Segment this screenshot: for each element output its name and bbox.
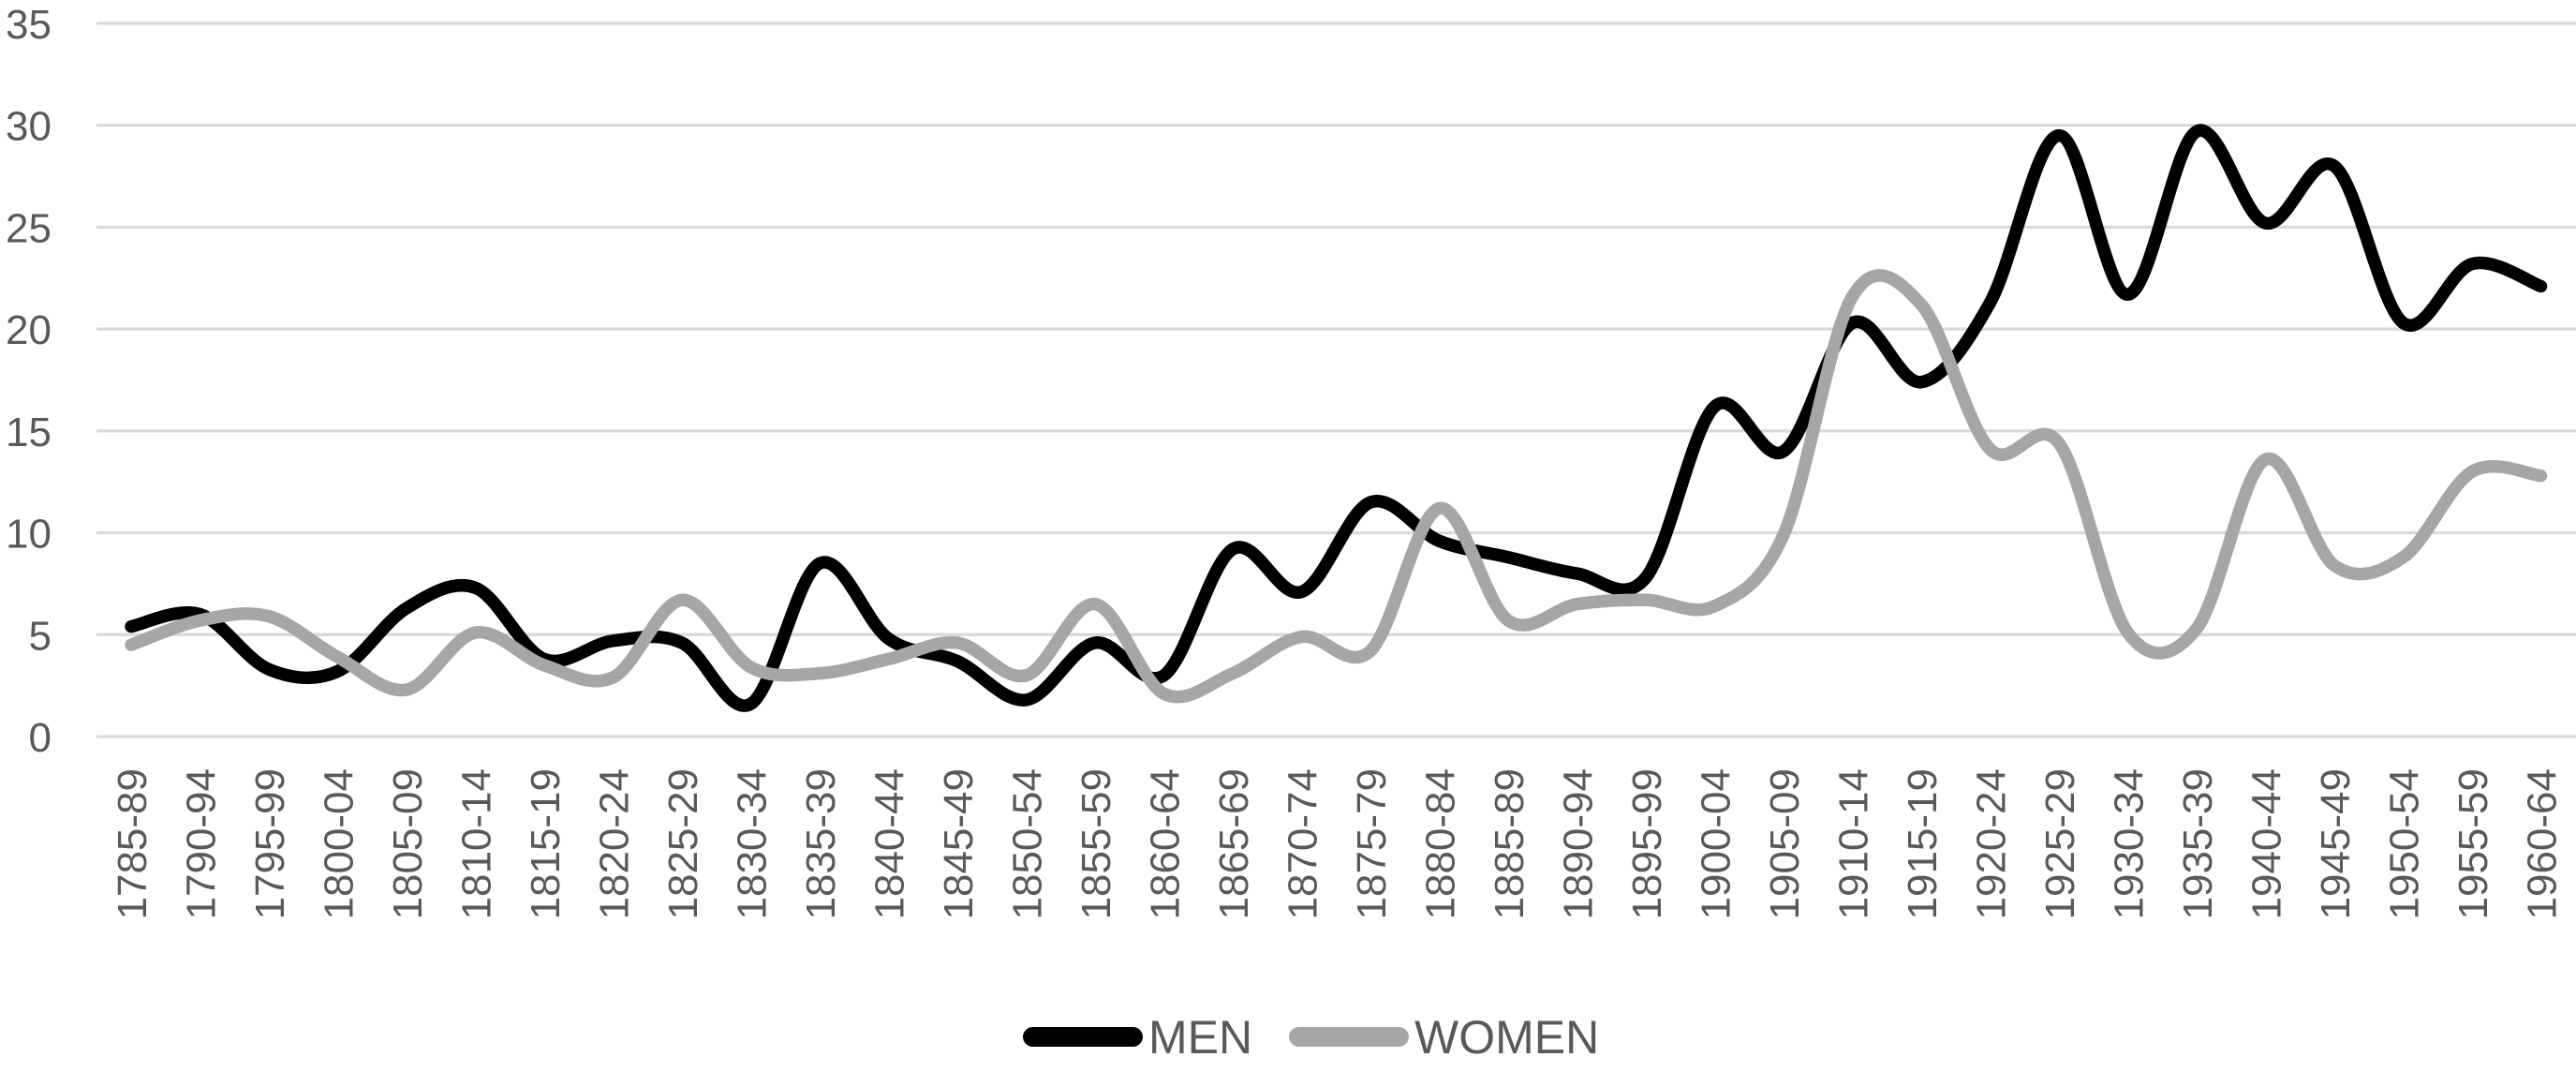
- y-tick-label: 25: [6, 205, 52, 251]
- x-tick-label: 1820-24: [592, 768, 638, 919]
- series-lines: [125, 124, 2548, 712]
- x-axis-tick-labels: 1785-89 1790-94 1795-99 1800-04 1805-09 1810-…: [110, 768, 2566, 919]
- x-tick-label: 1945-49: [2313, 768, 2359, 919]
- x-tick-label: 1950-54: [2382, 768, 2428, 919]
- y-tick-label: 10: [6, 512, 52, 558]
- y-tick-label: 15: [6, 409, 52, 455]
- x-tick-label: 1785-89: [110, 768, 155, 919]
- legend-women-line-swatch: [1289, 1027, 1409, 1047]
- x-tick-label: 1915-19: [1900, 768, 1946, 919]
- y-axis-tick-labels: 0 5 10 15 20 25 30 35: [6, 2, 52, 761]
- x-tick-label: 1790-94: [179, 768, 225, 919]
- x-tick-label: 1805-09: [385, 768, 431, 919]
- x-tick-label: 1855-59: [1073, 768, 1119, 919]
- x-tick-label: 1835-39: [798, 768, 844, 919]
- gridlines: [96, 22, 2576, 738]
- x-tick-label: 1935-39: [2175, 768, 2221, 919]
- y-tick-label: 35: [6, 2, 52, 48]
- y-tick-label: 20: [6, 307, 52, 353]
- x-tick-label: 1960-64: [2520, 768, 2566, 919]
- legend-men-label: MEN: [1148, 1011, 1252, 1064]
- x-tick-label: 1860-64: [1143, 768, 1189, 919]
- x-tick-label: 1905-09: [1762, 768, 1808, 919]
- x-tick-label: 1795-99: [247, 768, 293, 919]
- x-tick-label: 1940-44: [2244, 768, 2290, 919]
- x-tick-label: 1955-59: [2450, 768, 2496, 919]
- x-tick-label: 1920-24: [1969, 768, 2015, 919]
- x-tick-label: 1815-19: [523, 768, 569, 919]
- x-tick-label: 1825-29: [660, 768, 706, 919]
- legend: MEN WOMEN: [1023, 1011, 1599, 1064]
- x-tick-label: 1870-74: [1281, 768, 1326, 919]
- y-tick-label: 0: [29, 715, 52, 761]
- women-line: [125, 269, 2548, 704]
- x-tick-label: 1810-14: [454, 768, 500, 919]
- x-tick-label: 1840-44: [867, 768, 913, 919]
- y-tick-label: 30: [6, 104, 52, 150]
- x-tick-label: 1910-14: [1831, 768, 1877, 919]
- x-tick-label: 1800-04: [317, 768, 363, 919]
- x-tick-label: 1830-34: [730, 768, 776, 919]
- x-tick-label: 1890-94: [1556, 768, 1602, 919]
- x-tick-label: 1865-69: [1211, 768, 1257, 919]
- legend-women-label: WOMEN: [1414, 1011, 1599, 1064]
- x-tick-label: 1895-99: [1624, 768, 1670, 919]
- x-tick-label: 1925-29: [2037, 768, 2083, 919]
- men-line: [125, 124, 2548, 712]
- x-tick-label: 1930-34: [2107, 768, 2153, 919]
- x-tick-label: 1875-79: [1349, 768, 1395, 919]
- x-tick-label: 1900-04: [1694, 768, 1740, 919]
- x-tick-label: 1845-49: [936, 768, 982, 919]
- y-tick-label: 5: [29, 613, 52, 659]
- legend-men-line-swatch: [1023, 1027, 1143, 1047]
- x-tick-label: 1880-84: [1418, 768, 1464, 919]
- x-tick-label: 1850-54: [1005, 768, 1051, 919]
- x-tick-label: 1885-89: [1487, 768, 1532, 919]
